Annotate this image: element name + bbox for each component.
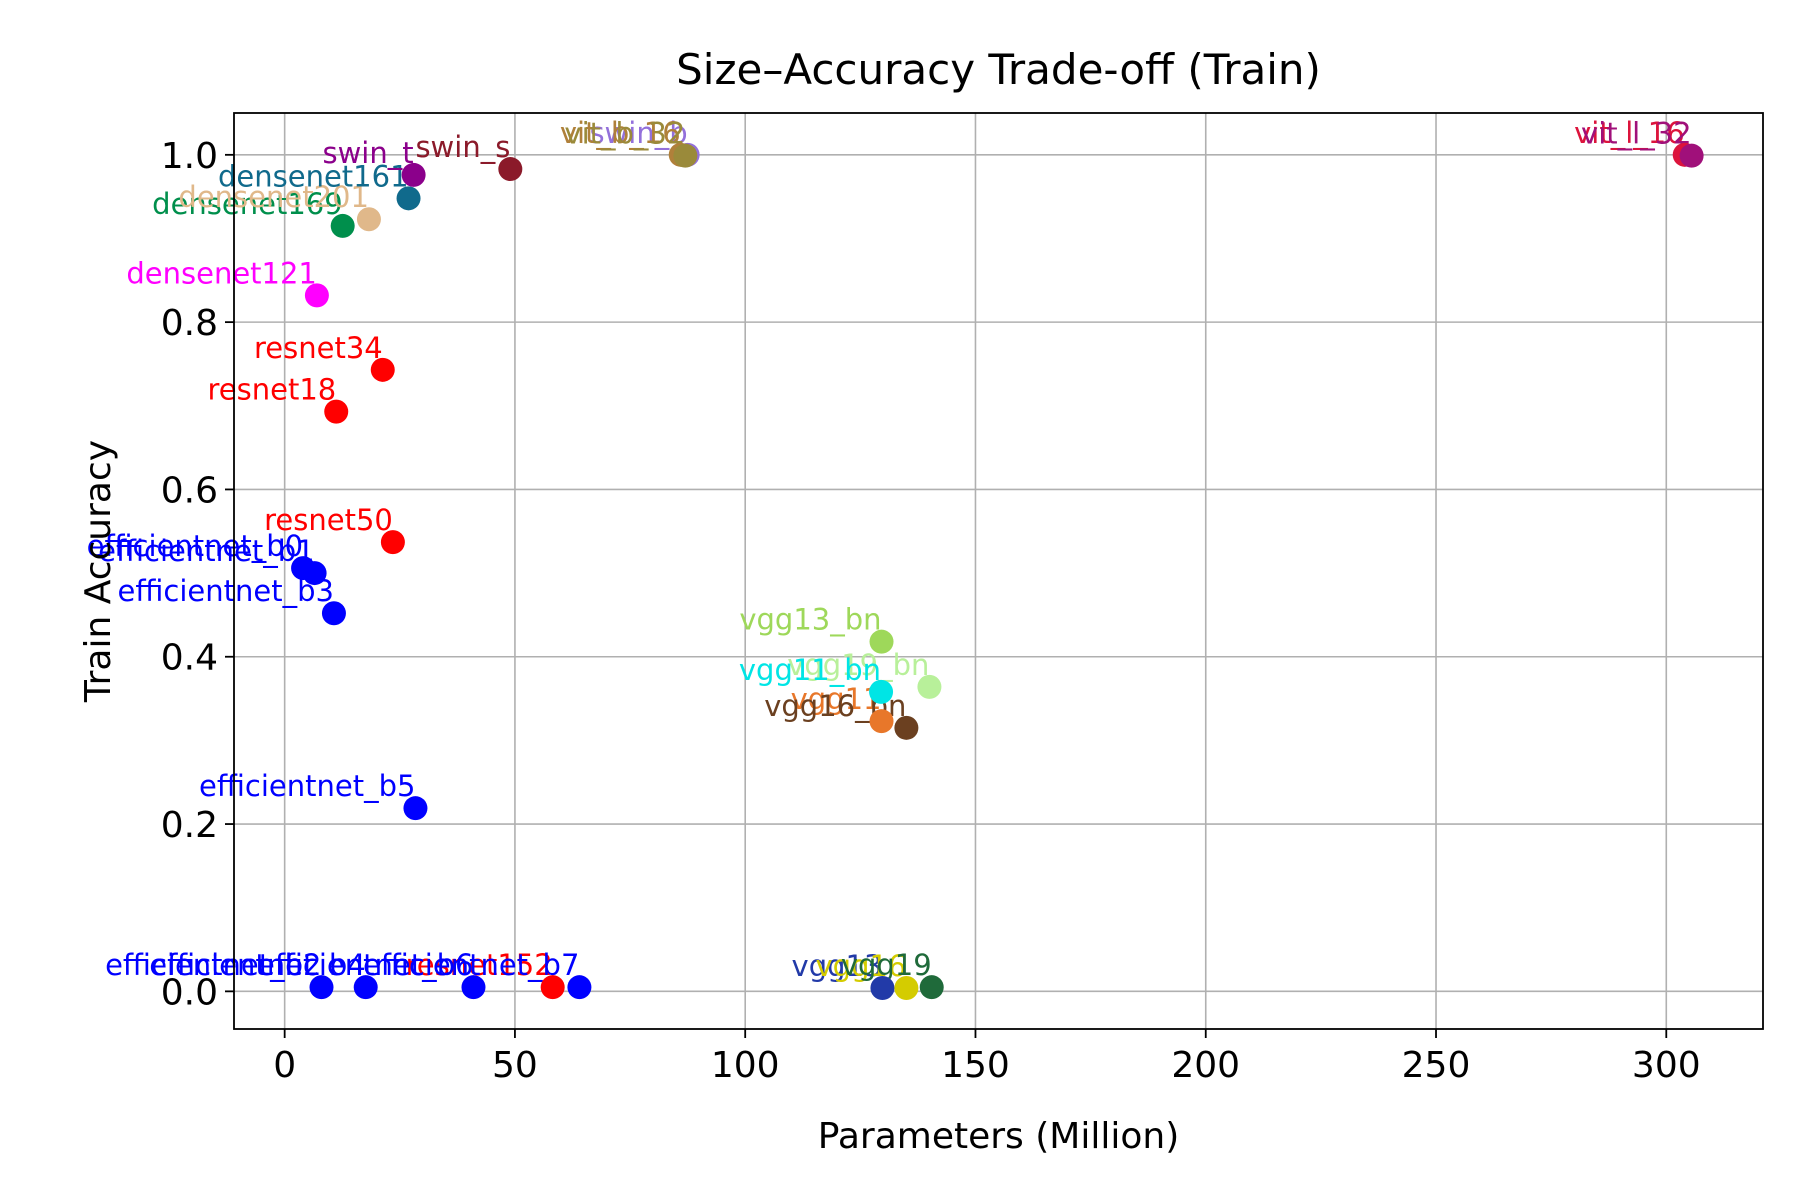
point-label-densenet161: densenet161 bbox=[218, 159, 409, 193]
point-label-efficientnet-b4: efficientnet_b4 bbox=[149, 948, 365, 982]
y-tick-label: 1.0 bbox=[161, 136, 218, 177]
point-label-vgg19-bn: vgg19_bn bbox=[787, 648, 929, 682]
data-point-vgg13 bbox=[870, 976, 895, 1001]
point-label-resnet34: resnet34 bbox=[254, 331, 383, 365]
point-label-vgg19: vgg19 bbox=[841, 948, 932, 982]
data-point-densenet161 bbox=[396, 186, 421, 211]
data-point-vgg13-bn bbox=[869, 629, 894, 654]
x-tick-label: 50 bbox=[492, 1045, 538, 1086]
x-tick-label: 200 bbox=[1171, 1045, 1240, 1086]
data-point-resnet152 bbox=[540, 975, 565, 1000]
point-label-vit-l-16: vit_l_16 bbox=[1574, 116, 1685, 150]
data-point-efficientnet-b6 bbox=[461, 975, 486, 1000]
x-tick-label: 0 bbox=[273, 1045, 296, 1086]
point-label-resnet50: resnet50 bbox=[264, 503, 393, 537]
point-label-swin-s: swin_s bbox=[415, 130, 510, 164]
data-point-densenet169 bbox=[330, 213, 355, 238]
data-point-vgg11 bbox=[869, 709, 894, 734]
point-label-vit-b-32: vit_b_32 bbox=[564, 117, 685, 151]
grid bbox=[234, 113, 1763, 1029]
data-point-densenet121 bbox=[304, 283, 329, 308]
point-label-resnet18: resnet18 bbox=[208, 373, 337, 407]
data-point-vgg19 bbox=[919, 975, 944, 1000]
data-point-efficientnet-b3 bbox=[321, 601, 346, 626]
data-point-vit-b-32 bbox=[673, 143, 698, 168]
y-axis-label: Train Accuracy bbox=[78, 440, 119, 703]
point-label-densenet121: densenet121 bbox=[126, 256, 317, 290]
data-point-efficientnet-b5 bbox=[403, 796, 428, 821]
plot-area-frame bbox=[233, 112, 1764, 1030]
data-point-resnet34 bbox=[370, 357, 395, 382]
point-label-vgg13: vgg13 bbox=[792, 949, 883, 983]
y-tick-label: 0.0 bbox=[161, 972, 218, 1013]
data-point-densenet201 bbox=[356, 207, 381, 232]
point-label-vit-b-16: vit_b_16 bbox=[560, 116, 681, 150]
point-label-vgg16: vgg16 bbox=[816, 949, 907, 983]
data-point-swin-s bbox=[498, 157, 523, 182]
point-label-vgg13-bn: vgg13_bn bbox=[739, 603, 881, 637]
point-label-efficientnet-b2: efficientnet_b2 bbox=[105, 948, 321, 982]
point-label-vit-l-32: vit_l_32 bbox=[1581, 117, 1692, 151]
data-point-efficientnet-b2 bbox=[309, 975, 334, 1000]
chart-title: Size–Accuracy Trade-off (Train) bbox=[676, 45, 1321, 94]
point-label-vgg11-bn: vgg11_bn bbox=[739, 653, 881, 687]
y-tick-label: 0.8 bbox=[161, 303, 218, 344]
y-tick-label: 0.6 bbox=[161, 470, 218, 511]
data-point-resnet18 bbox=[324, 399, 349, 424]
point-label-swin-b: swin_b bbox=[589, 116, 687, 150]
data-point-vgg16 bbox=[894, 976, 919, 1001]
data-point-vgg11-bn bbox=[869, 679, 894, 704]
data-point-efficientnet-b7 bbox=[567, 975, 592, 1000]
point-labels: densenet121 densenet169densenet201densene… bbox=[87, 116, 1692, 983]
point-label-efficientnet-b0: efficientnet_b0 bbox=[87, 529, 303, 563]
point-label-efficientnet-b1: efficientnet_b1 bbox=[98, 534, 314, 568]
data-points bbox=[291, 142, 1704, 1001]
point-label-vgg11: vgg11 bbox=[791, 682, 882, 716]
point-label-swin-t: swin_t bbox=[322, 136, 413, 170]
data-point-swin-t bbox=[401, 162, 426, 187]
x-axis-label: Parameters (Million) bbox=[818, 1116, 1180, 1157]
point-label-densenet201: densenet201 bbox=[178, 180, 369, 214]
x-tick-label: 250 bbox=[1402, 1045, 1471, 1086]
point-label-efficientnet-b3: efficientnet_b3 bbox=[118, 574, 334, 608]
data-point-efficientnet-b1 bbox=[302, 561, 327, 586]
axis-ticks: 0 50 100 150 200 250 300 0.0 0.2 0.4 0.6 0.8 1.0 bbox=[161, 136, 1701, 1086]
x-tick-label: 300 bbox=[1632, 1045, 1701, 1086]
y-tick-label: 0.4 bbox=[161, 638, 218, 679]
data-point-vgg16-bn bbox=[894, 715, 919, 740]
data-point-vit-l-32 bbox=[1679, 143, 1704, 168]
point-label-efficientnet-b5: efficientnet_b5 bbox=[199, 769, 415, 803]
point-label-resnet152: resnet152 bbox=[406, 948, 553, 982]
data-point-vgg19-bn bbox=[917, 674, 942, 699]
y-tick-label: 0.2 bbox=[161, 805, 218, 846]
x-tick-label: 100 bbox=[711, 1045, 780, 1086]
x-tick-label: 150 bbox=[941, 1045, 1010, 1086]
data-point-efficientnet-b4 bbox=[353, 975, 378, 1000]
point-label-densenet169: densenet169 bbox=[152, 187, 343, 221]
data-point-resnet50 bbox=[380, 530, 405, 555]
